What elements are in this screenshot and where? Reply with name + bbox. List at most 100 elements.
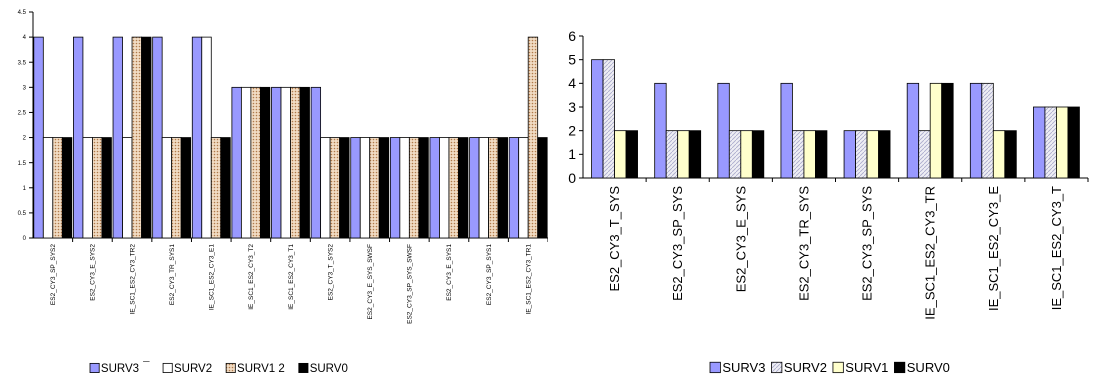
bar-surv2-ie-sc1-es2-cy3-t xyxy=(1044,106,1057,179)
bar-surv3-es2-cy3-sp-sys2 xyxy=(33,36,44,239)
bar-surv1-2-es2-cy3-e-sys1 xyxy=(448,137,459,239)
legend-swatch-surv1-2 xyxy=(225,362,236,373)
legend-label-surv2: SURV2 xyxy=(174,363,212,375)
y-tick-label: 0 xyxy=(568,170,576,186)
bar-surv1-2-ie-sc1-es2-cy3-t1 xyxy=(290,86,301,239)
bar-surv0-es2-cy3-e-sys2 xyxy=(101,137,112,239)
x-category-label: IE_SC1_ES2_CY3_E1 xyxy=(209,244,216,311)
bar-surv2-es2-cy3-sp-sys2 xyxy=(42,137,54,239)
y-tick-label: 0 xyxy=(23,236,27,242)
bar-surv0-es2-cy3-t-sys xyxy=(625,130,638,179)
bar-surv1-2-es2-cy3-sp-sys2 xyxy=(52,137,63,239)
bar-surv2-es2-cy3-sp-sys xyxy=(665,130,679,179)
bar-surv1-es2-cy3-sp-sys xyxy=(677,130,690,179)
x-category-label: IE_SC1_ES2_CY3_T xyxy=(1049,186,1064,310)
bar-surv2-ie-sc1-es2-cy3-tr1 xyxy=(518,137,529,239)
bar-surv0-ie-sc1-es2-cy3-tr xyxy=(941,82,954,179)
bar-surv0-es2-cy3-sp-sys2 xyxy=(61,137,73,239)
bar-surv1-es2-cy3-t-sys xyxy=(614,130,627,179)
bar-surv0-es2-cy3-e-sys-swsf xyxy=(378,137,390,239)
y-tick-label: 2 xyxy=(23,136,27,142)
bar-surv0-ie-sc1-es2-cy3-t2 xyxy=(259,86,271,239)
y-tick-label: 4 xyxy=(568,75,576,91)
x-category-label: IE_SC1_ES2_CY3_TR2 xyxy=(129,244,136,315)
y-tick-label: 3.5 xyxy=(18,60,27,66)
legend-label-surv0: SURV0 xyxy=(907,360,950,375)
x-category-label: ES2_CY3_SP_SYS1 xyxy=(486,244,493,305)
bar-surv0-ie-sc1-es2-cy3-e1 xyxy=(220,137,231,239)
legend-label-surv3: SURV3 xyxy=(722,360,765,375)
bar-surv1-2-ie-sc1-es2-cy3-tr1 xyxy=(527,36,539,239)
y-tick-label: 6 xyxy=(568,28,576,44)
bar-surv1-2-es2-cy3-t-sys2 xyxy=(329,137,341,239)
x-category-label: ES2_CY3_SP_SYS_SWSF xyxy=(407,244,414,324)
x-category-label: IE_SC1_ES2_CY3_T1 xyxy=(288,244,295,310)
y-tick-label: 5 xyxy=(568,52,576,68)
x-category-label: ES2_CY3_E_SYS2 xyxy=(90,244,97,301)
bar-surv0-es2-cy3-t-sys2 xyxy=(339,137,350,239)
bar-surv3-es2-cy3-sp-sys1 xyxy=(469,137,480,239)
bar-surv3-ie-sc1-es2-cy3-e1 xyxy=(191,36,203,239)
bar-surv0-ie-sc1-es2-cy3-tr2 xyxy=(141,36,152,239)
bar-surv2-es2-cy3-e-sys2 xyxy=(82,137,93,239)
bar-surv2-es2-cy3-e-sys1 xyxy=(439,137,450,239)
bar-surv2-es2-cy3-sp-sys1 xyxy=(478,137,489,239)
bar-surv0-es2-cy3-e-sys xyxy=(751,130,765,179)
y-tick-label: 3 xyxy=(568,99,576,115)
bar-surv2-ie-sc1-es2-cy3-e xyxy=(981,82,994,179)
y-tick-label: 4.5 xyxy=(18,10,27,16)
bar-surv3-es2-cy3-tr-sys1 xyxy=(152,36,163,239)
bar-surv1-2-ie-sc1-es2-cy3-tr2 xyxy=(131,36,142,239)
bar-surv0-es2-cy3-tr-sys1 xyxy=(180,137,192,239)
bar-surv3-es2-cy3-sp-sys xyxy=(654,82,667,179)
bar-surv2-es2-cy3-e-sys xyxy=(728,130,742,179)
bar-surv2-es2-cy3-t-sys2 xyxy=(320,137,331,239)
x-category-label: ES2_CY3_SP_SYS2 xyxy=(50,244,57,305)
bar-surv0-ie-sc1-es2-cy3-t xyxy=(1067,106,1080,179)
x-category-label: IE_SC1_ES2_CY3_TR xyxy=(923,186,938,320)
x-category-label: ES2_CY3_T_SYS2 xyxy=(327,244,334,301)
bar-surv0-es2-cy3-sp-sys xyxy=(878,130,891,179)
legend-label-surv2: SURV2 xyxy=(784,360,827,375)
legend-swatch-surv2 xyxy=(162,362,173,373)
x-category-label: ES2_CY3_E_SYS_SWSF xyxy=(367,244,374,320)
legend-swatch-surv1 xyxy=(832,361,844,374)
legend-label-surv0: SURV0 xyxy=(310,363,348,375)
legend: SURV3 ¯ SURV2 SURV1 2 SURV0 xyxy=(89,361,348,375)
bar-surv3-ie-sc1-es2-cy3-e xyxy=(969,82,983,179)
bar-surv3-es2-cy3-e-sys xyxy=(717,82,730,179)
bar-surv3-ie-sc1-es2-cy3-t1 xyxy=(271,86,282,239)
x-category-label: IE_SC1_ES2_CY3_TR1 xyxy=(525,244,532,315)
legend-extra-mark: ¯ xyxy=(142,361,150,373)
bar-surv2-ie-sc1-es2-cy3-tr xyxy=(918,130,931,179)
bar-surv3-ie-sc1-es2-cy3-tr1 xyxy=(508,137,520,239)
x-category-label: ES2_CY3_E_SYS1 xyxy=(446,244,453,301)
bar-surv0-es2-cy3-sp-sys1 xyxy=(497,137,508,239)
bar-surv0-es2-cy3-sp-sys xyxy=(688,130,702,179)
bar-surv3-es2-cy3-e-sys1 xyxy=(429,137,440,239)
bar-surv3-ie-sc1-es2-cy3-t xyxy=(1033,106,1046,179)
bar-surv0-es2-cy3-tr-sys xyxy=(815,130,828,179)
legend-swatch-surv0 xyxy=(298,362,309,373)
bar-surv2-ie-sc1-es2-cy3-t1 xyxy=(280,86,291,239)
y-tick-label: 0.5 xyxy=(18,211,27,217)
bar-surv1-2-ie-sc1-es2-cy3-t2 xyxy=(250,86,261,239)
x-category-label: ES2_CY3_TR_SYS xyxy=(796,186,811,301)
y-tick-label: 2 xyxy=(568,123,576,139)
x-category-label: ES2_CY3_SP_SYS xyxy=(670,186,685,301)
bar-surv2-es2-cy3-sp-sys xyxy=(855,130,868,179)
bar-surv1-ie-sc1-es2-cy3-tr xyxy=(929,82,943,179)
bar-surv3-es2-cy3-e-sys2 xyxy=(73,36,84,239)
bar-surv1-2-es2-cy3-sp-sys-swsf xyxy=(408,137,420,239)
bar-surv1-ie-sc1-es2-cy3-t xyxy=(1056,106,1069,179)
bar-surv1-ie-sc1-es2-cy3-e xyxy=(992,130,1006,179)
bar-surv3-ie-sc1-es2-cy3-tr2 xyxy=(112,36,123,239)
bar-surv2-es2-cy3-sp-sys-swsf xyxy=(399,137,410,239)
bar-surv1-es2-cy3-sp-sys xyxy=(866,130,879,179)
x-category-label: ES2_CY3_T_SYS xyxy=(607,186,622,292)
bar-surv3-es2-cy3-tr-sys xyxy=(780,82,793,179)
bar-surv1-2-es2-cy3-tr-sys1 xyxy=(171,137,182,239)
legend-swatch-surv0 xyxy=(894,361,906,374)
bar-surv2-es2-cy3-tr-sys1 xyxy=(161,137,173,239)
bar-surv3-ie-sc1-es2-cy3-t2 xyxy=(231,86,242,239)
